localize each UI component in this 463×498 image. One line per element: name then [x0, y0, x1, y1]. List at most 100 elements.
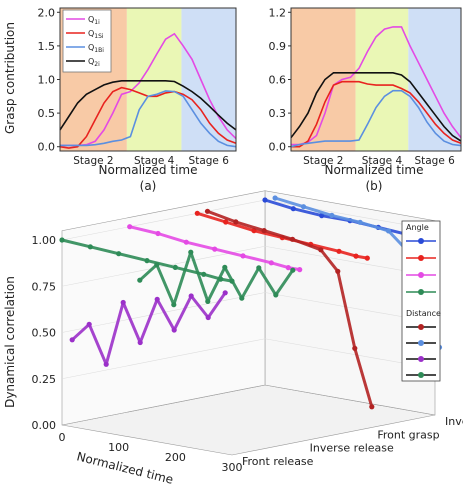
3d-legend-box [401, 220, 441, 382]
3d-point [335, 268, 341, 274]
3d-point [353, 253, 359, 259]
panel-a-y-ticks: 0.0 0.5 1.0 1.5 2.0 [38, 6, 60, 154]
3d-point [87, 244, 93, 250]
3d-legend-marker [418, 324, 424, 330]
3d-y-tick-label: Inverse grasp [445, 415, 463, 428]
3d-gridline [61, 338, 436, 380]
panel-a-lines [59, 32, 237, 149]
3d-series-distance-inverse-release [138, 250, 295, 307]
3d-point [201, 271, 207, 277]
3d-legend-heading-angle: Angle [406, 223, 429, 232]
3d-point [256, 265, 262, 271]
3d-point [369, 404, 375, 410]
legend-label-Q2i: Q2i [88, 57, 100, 68]
panel-b-stage-2-band [355, 8, 409, 151]
3d-point [86, 321, 92, 327]
3d-point [205, 298, 211, 304]
b-line-Q1Si [291, 80, 462, 148]
3d-point [137, 277, 143, 283]
3d-x-tick-label: 200 [165, 451, 186, 464]
b-x-tick-label: Stage 2 [303, 155, 343, 167]
3d-point [329, 212, 335, 218]
3d-y-tick-label: Front grasp [377, 428, 439, 441]
3d-point [240, 253, 246, 259]
3d-z-label: Dynamical correlation [3, 276, 17, 408]
3d-point [103, 361, 109, 367]
3d-point [290, 206, 296, 212]
3d-point [300, 204, 307, 210]
3d-series-distance-front-release [70, 291, 227, 366]
3d-z-tick-label: 0.25 [32, 373, 57, 386]
legend-label-Q1i: Q1i [88, 15, 100, 26]
panel-b: 0.0 0.3 0.6 0.9 1.2 Stage 2 Stage 4 Stage 6 No… [269, 6, 462, 193]
b-y-tick-label: 0.3 [269, 107, 287, 120]
3d-series-angle-inverse-release [128, 225, 302, 272]
legend-label-subscript: 1Si [94, 33, 104, 40]
3d-z-ticks: 0.00 0.25 0.50 0.75 1.00 [32, 234, 57, 432]
3d-point [127, 224, 133, 230]
panel-a-stage-3-band [181, 8, 236, 151]
3d-point [172, 264, 178, 270]
a-line-Q1Bi [60, 90, 237, 148]
3d-legend-marker [418, 289, 424, 295]
3d-point [385, 228, 392, 234]
3d-y-tick-label: Front release [242, 455, 314, 468]
3d-z-tick-label: 1.00 [32, 234, 57, 247]
3d-point [222, 264, 228, 270]
3d-series-distance-front-grasp [206, 209, 374, 409]
3d-y-tick-label: Inverse release [310, 442, 394, 455]
panel-a-legend: Q1i Q1Si Q1Bi Q2i [62, 9, 112, 73]
legend-label-subscript: 2i [94, 61, 100, 68]
3d-x-tick-label: 300 [222, 461, 243, 474]
3d-point [171, 302, 177, 308]
3d-point [233, 219, 239, 225]
legend-label-Q1Bi: Q1Bi [88, 43, 104, 54]
3d-legend-marker [418, 372, 424, 378]
3d-point [116, 251, 122, 257]
3d-point [290, 267, 296, 273]
b-x-tick-label: Stage 6 [414, 155, 455, 167]
3d-point [69, 337, 75, 343]
a-x-tick-label: Stage 6 [189, 155, 230, 167]
panel-a-x-ticks: Stage 2 Stage 4 Stage 6 [73, 155, 229, 167]
3d-point [364, 255, 370, 261]
3d-point [171, 327, 177, 333]
3d-x-ticks: 0 100 200 300 [59, 431, 243, 474]
a-line-Q1i [60, 32, 237, 147]
3d-point [336, 248, 342, 254]
3d-point [222, 290, 228, 296]
3d-x-label: Normalized time [75, 449, 174, 487]
legend-box [62, 9, 112, 73]
3d-z-tick-label: 0.75 [32, 280, 57, 293]
3d-point [212, 246, 218, 252]
3d-legend-marker [418, 340, 424, 346]
3d-point [144, 258, 150, 264]
b-y-tick-label: 0.9 [269, 40, 287, 53]
3d-z-tick-label: 0.00 [32, 419, 57, 432]
panel-b-stage-1-band [291, 8, 356, 151]
b-y-tick-label: 1.2 [269, 6, 287, 19]
a-x-tick-label: Stage 4 [134, 155, 175, 167]
a-y-tick-label: 0.0 [38, 141, 56, 154]
3d-point [120, 299, 126, 306]
3d-point [194, 210, 200, 216]
panel-b-stage-3-band [408, 8, 461, 151]
b-y-tick-label: 0.0 [269, 141, 287, 154]
panel-3d: 0.00 0.25 0.50 0.75 1.00 0 100 200 300 Front re… [3, 190, 463, 487]
3d-x-tick-label: 100 [108, 441, 129, 454]
3d-legend-marker [418, 255, 424, 261]
3d-point [188, 249, 194, 255]
3d-point [357, 219, 363, 225]
a-y-tick-label: 1.0 [38, 74, 56, 87]
a-y-tick-label: 1.5 [38, 40, 56, 53]
3d-point [289, 236, 296, 242]
3d-point [223, 219, 229, 225]
a-y-tick-label: 2.0 [38, 6, 56, 19]
3d-point [183, 239, 189, 245]
3d-point [154, 262, 160, 268]
3d-legend: Angle Distance [401, 220, 441, 382]
3d-point [205, 314, 211, 321]
3d-z-tick-label: 0.50 [32, 327, 57, 340]
